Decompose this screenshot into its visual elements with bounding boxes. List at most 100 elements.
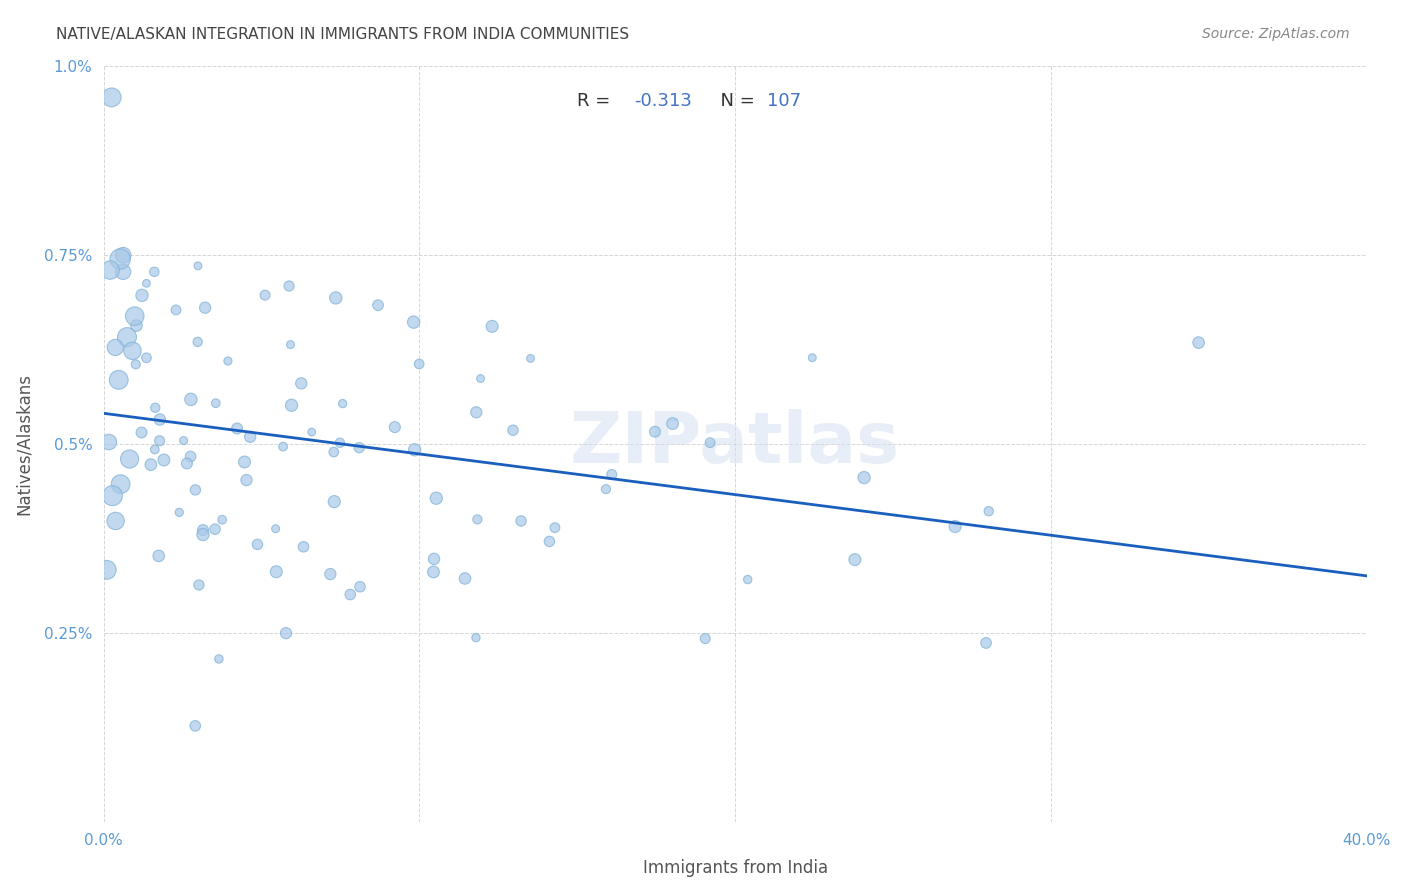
Point	[384, 420, 406, 434]
Point	[301, 425, 323, 439]
Point	[153, 453, 176, 467]
Text: -0.313: -0.313	[634, 92, 692, 110]
Point	[204, 396, 226, 410]
Point	[226, 421, 249, 435]
Point	[600, 467, 623, 482]
Point	[115, 330, 138, 344]
Point	[844, 552, 866, 566]
Point	[943, 519, 966, 533]
Point	[96, 563, 118, 577]
Point	[481, 319, 503, 334]
Point	[239, 430, 262, 444]
Point	[139, 458, 162, 472]
Text: Source: ZipAtlas.com: Source: ZipAtlas.com	[1202, 27, 1350, 41]
Point	[404, 442, 426, 457]
Point	[322, 445, 344, 459]
Point	[194, 301, 217, 315]
Point	[165, 302, 187, 317]
Point	[510, 514, 533, 528]
Point	[519, 351, 541, 366]
Point	[349, 580, 371, 594]
Point	[217, 354, 239, 368]
Point	[801, 351, 824, 365]
Point	[143, 442, 166, 457]
Point	[465, 631, 488, 645]
Point	[104, 341, 127, 355]
Point	[467, 512, 489, 526]
Text: R =: R =	[578, 92, 616, 110]
Point	[544, 521, 567, 535]
Point	[367, 298, 389, 312]
Point	[402, 315, 425, 329]
Point	[191, 523, 214, 537]
Y-axis label: Natives/Alaskans: Natives/Alaskans	[15, 373, 32, 515]
Point	[1187, 335, 1209, 350]
Point	[319, 567, 342, 582]
Point	[465, 405, 488, 419]
Text: 107: 107	[766, 92, 801, 110]
Point	[104, 514, 127, 528]
Point	[97, 435, 120, 450]
Point	[184, 483, 207, 497]
Point	[173, 434, 195, 448]
Point	[143, 265, 166, 279]
Point	[135, 351, 157, 365]
Point	[118, 452, 141, 467]
Point	[121, 343, 143, 358]
Point	[423, 552, 446, 566]
Point	[422, 565, 444, 579]
Point	[107, 373, 129, 387]
Point	[271, 440, 294, 454]
Point	[125, 318, 148, 333]
Point	[187, 259, 209, 273]
Point	[180, 392, 202, 407]
Point	[292, 540, 315, 554]
Point	[101, 489, 124, 503]
Point	[266, 565, 288, 579]
Point	[112, 248, 135, 262]
Point	[98, 263, 121, 277]
Point	[131, 425, 153, 440]
Point	[108, 252, 131, 266]
Point	[167, 505, 190, 519]
Point	[974, 636, 997, 650]
Point	[853, 470, 876, 484]
Point	[278, 279, 301, 293]
Point	[280, 398, 302, 412]
Point	[470, 371, 492, 385]
Point	[595, 482, 617, 496]
Point	[176, 457, 198, 471]
Point	[737, 573, 759, 587]
Point	[644, 425, 666, 439]
Point	[454, 572, 477, 586]
Point	[235, 473, 257, 487]
Point	[124, 309, 146, 323]
Point	[112, 265, 135, 279]
Point	[110, 477, 132, 491]
Point	[187, 334, 209, 349]
Point	[125, 357, 148, 371]
Point	[661, 417, 683, 431]
Point	[408, 357, 430, 371]
Point	[211, 513, 233, 527]
Point	[290, 376, 312, 391]
Point	[977, 504, 1000, 518]
Text: N =: N =	[709, 92, 761, 110]
Point	[699, 435, 721, 450]
Point	[180, 450, 202, 464]
Point	[204, 522, 226, 536]
Point	[131, 288, 153, 302]
Point	[502, 423, 524, 437]
Point	[264, 522, 287, 536]
Point	[100, 90, 122, 104]
Point	[135, 277, 157, 291]
Point	[339, 588, 361, 602]
Point	[325, 291, 347, 305]
Point	[208, 652, 231, 666]
Point	[538, 534, 561, 549]
Point	[148, 434, 170, 448]
Point	[332, 396, 354, 410]
Point	[148, 549, 170, 563]
Text: ZIPatlas: ZIPatlas	[571, 409, 900, 478]
Point	[143, 401, 166, 415]
